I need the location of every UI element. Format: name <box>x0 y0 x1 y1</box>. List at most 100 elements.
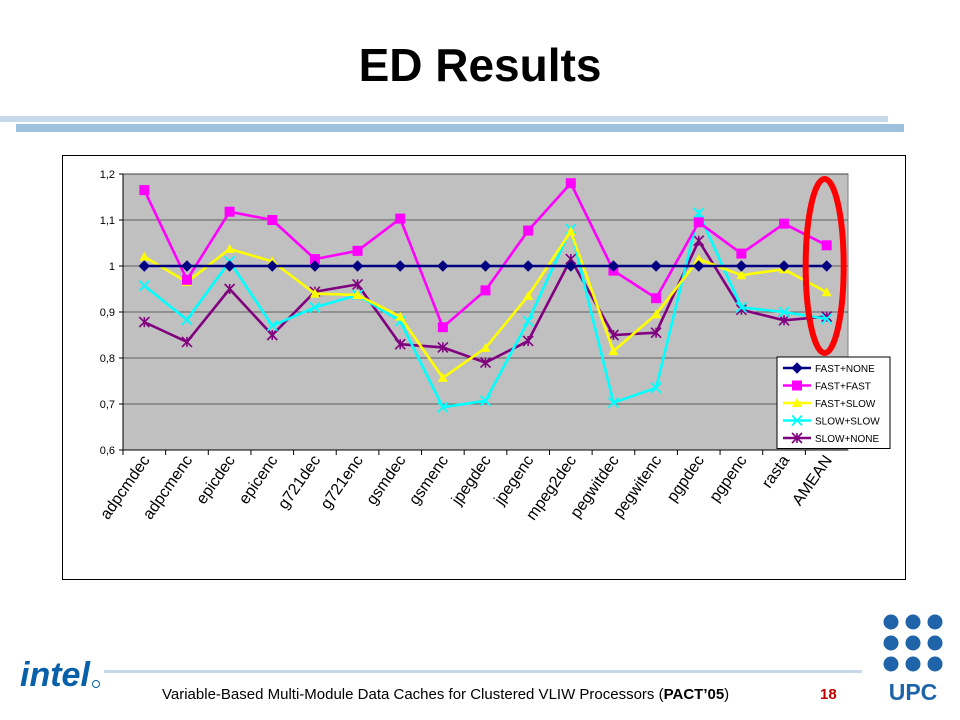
intel-logo: intel <box>20 656 100 694</box>
point-slow-none <box>522 335 534 347</box>
point-slow-none <box>351 278 364 290</box>
y-tick-label: 0,7 <box>100 399 115 411</box>
y-tick-label: 0,6 <box>100 445 115 457</box>
x-tick-label: epicdec <box>193 453 239 508</box>
point-slow-none <box>266 329 278 341</box>
point-slow-slow <box>821 313 833 325</box>
x-tick-label: pgpdec <box>664 453 708 506</box>
point-fast-fast <box>736 248 747 259</box>
legend-label-fast-fast: FAST+FAST <box>815 382 871 393</box>
upc-logo-text: UPC <box>889 679 938 704</box>
point-fast-none <box>309 260 321 272</box>
y-tick-label: 1 <box>109 261 115 273</box>
point-fast-fast <box>395 213 406 224</box>
footer-divider <box>104 670 862 673</box>
legend-label-slow-none: SLOW+NONE <box>815 434 880 445</box>
point-slow-none <box>650 327 662 339</box>
legend-marker-fast-none <box>791 362 803 374</box>
y-tick-label: 0,8 <box>100 353 115 365</box>
point-fast-slow <box>523 290 534 300</box>
legend-label-slow-slow: SLOW+SLOW <box>815 417 880 428</box>
point-fast-slow <box>736 270 747 280</box>
legend-label-fast-slow: FAST+SLOW <box>815 399 876 410</box>
point-fast-none <box>223 260 236 272</box>
point-fast-slow <box>139 251 150 261</box>
point-fast-none <box>266 260 278 272</box>
point-slow-slow <box>479 395 492 407</box>
x-tick-label: pgpenc <box>707 453 751 506</box>
point-fast-fast <box>693 217 704 228</box>
point-fast-none <box>394 260 406 272</box>
x-tick-label: AMEAN <box>789 453 836 509</box>
x-tick-label: jpegdec <box>448 453 495 509</box>
point-fast-slow <box>352 289 363 299</box>
point-fast-none <box>138 260 151 272</box>
point-fast-none <box>522 260 534 272</box>
point-slow-slow <box>693 207 705 219</box>
point-fast-slow <box>651 309 662 319</box>
y-tick-label: 0,9 <box>100 307 115 319</box>
point-slow-slow <box>735 301 748 314</box>
upc-logo: UPC <box>883 614 943 704</box>
point-fast-slow <box>437 372 448 382</box>
point-slow-slow <box>266 320 278 332</box>
page-number: 18 <box>820 686 837 703</box>
point-fast-slow <box>608 346 619 356</box>
point-fast-none <box>650 260 662 272</box>
slide-title: ED Results <box>358 39 602 91</box>
legend-marker-slow-none <box>791 432 803 444</box>
point-slow-none <box>479 357 492 369</box>
legend-marker-slow-slow <box>791 414 803 427</box>
legend-label-fast-none: FAST+NONE <box>815 364 875 375</box>
point-fast-slow <box>395 311 406 321</box>
point-fast-none <box>693 260 705 272</box>
x-tick-label: g721enc <box>318 453 367 513</box>
footer-text: Variable-Based Multi-Module Data Caches … <box>162 686 664 703</box>
point-fast-slow <box>693 254 704 264</box>
y-tick-label: 1,1 <box>100 215 115 227</box>
point-slow-none <box>138 316 150 328</box>
point-slow-slow <box>138 280 150 292</box>
point-fast-fast <box>437 322 448 333</box>
footer-citation: Variable-Based Multi-Module Data Caches … <box>162 686 729 703</box>
footer-text-end: ) <box>724 686 730 703</box>
point-fast-slow <box>480 342 491 352</box>
y-tick-label: 1,2 <box>100 169 115 181</box>
point-fast-fast <box>480 285 491 296</box>
ed-results-chart: 0,60,70,80,911,11,2adpcmdecadpcmencepicd… <box>97 169 891 524</box>
legend-marker-fast-slow <box>792 398 802 407</box>
point-slow-slow <box>309 301 321 314</box>
x-tick-label: gsmenc <box>406 453 452 509</box>
point-fast-fast <box>779 218 790 229</box>
point-slow-none <box>224 283 236 295</box>
point-fast-fast <box>309 254 320 265</box>
point-fast-slow <box>224 243 235 253</box>
chart-frame: 0,6 0,7 0,8 0,9 1 1,1 1,2 adpcmdec adpcmenc epicd… <box>62 155 906 580</box>
point-slow-slow <box>778 306 790 318</box>
point-fast-none <box>565 260 577 272</box>
point-slow-none <box>437 341 449 353</box>
point-fast-fast <box>224 206 235 217</box>
point-slow-slow <box>437 401 449 413</box>
point-fast-slow <box>565 226 576 236</box>
x-tick-label: epicenc <box>236 453 282 508</box>
point-slow-slow <box>607 396 620 409</box>
point-fast-fast <box>523 225 534 236</box>
point-fast-none <box>181 260 193 272</box>
point-fast-none <box>820 260 833 272</box>
point-slow-slow <box>181 314 193 326</box>
point-fast-fast <box>565 178 576 189</box>
point-fast-none <box>437 260 449 272</box>
point-fast-none <box>479 260 492 272</box>
title-underline-light <box>0 116 888 122</box>
point-slow-none <box>693 235 705 247</box>
x-tick-label: rasta <box>759 452 793 491</box>
legend-marker-fast-fast <box>792 380 802 391</box>
point-slow-none <box>394 338 406 350</box>
title-underline-dark <box>16 124 904 132</box>
point-fast-slow <box>309 288 320 298</box>
point-slow-none <box>778 314 790 326</box>
footer-conference: PACT’05 <box>663 686 725 703</box>
intel-logo-text: intel <box>20 656 91 694</box>
point-fast-none <box>735 260 748 272</box>
